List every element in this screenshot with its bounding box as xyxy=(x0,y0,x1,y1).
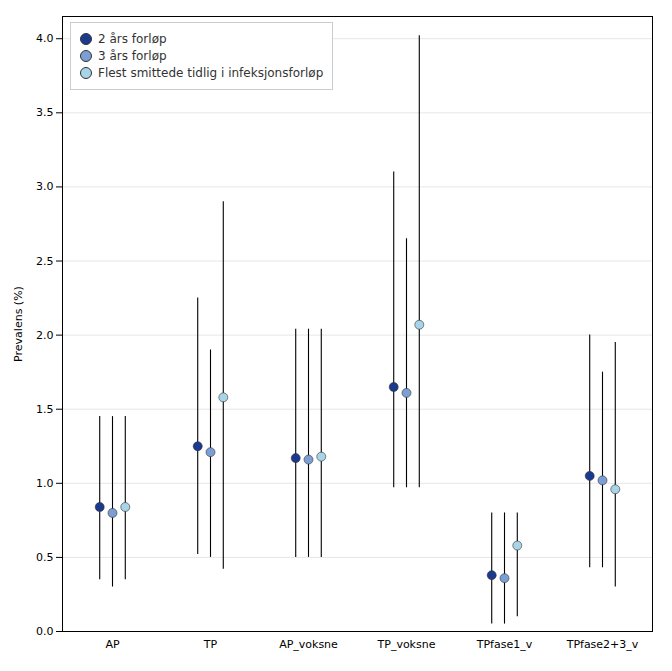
svg-text:TPfase1_v: TPfase1_v xyxy=(476,638,533,651)
svg-text:TP_voksne: TP_voksne xyxy=(377,638,436,651)
svg-text:2.5: 2.5 xyxy=(36,255,54,268)
svg-text:TPfase2+3_v: TPfase2+3_v xyxy=(566,638,639,651)
svg-text:0.5: 0.5 xyxy=(36,551,54,564)
svg-text:0.0: 0.0 xyxy=(36,625,54,638)
svg-text:1.0: 1.0 xyxy=(36,477,54,490)
svg-text:3.5: 3.5 xyxy=(36,106,54,119)
svg-text:4.0: 4.0 xyxy=(36,32,54,45)
svg-text:TP: TP xyxy=(203,638,218,651)
svg-text:AP: AP xyxy=(105,638,120,651)
svg-text:AP_voksne: AP_voksne xyxy=(279,638,338,651)
html-text:2 års forløp: 2 års forløp xyxy=(98,32,167,46)
svg-text:Prevalens (%): Prevalens (%) xyxy=(12,286,25,362)
html-text:Flest smittede tidlig i infeks: Flest smittede tidlig i infeksjonsforløp xyxy=(98,66,324,80)
svg-text:1.5: 1.5 xyxy=(36,403,54,416)
html-text:3 års forløp: 3 års forløp xyxy=(98,49,167,63)
svg-text:3.0: 3.0 xyxy=(36,180,54,193)
svg-text:2.0: 2.0 xyxy=(36,329,54,342)
